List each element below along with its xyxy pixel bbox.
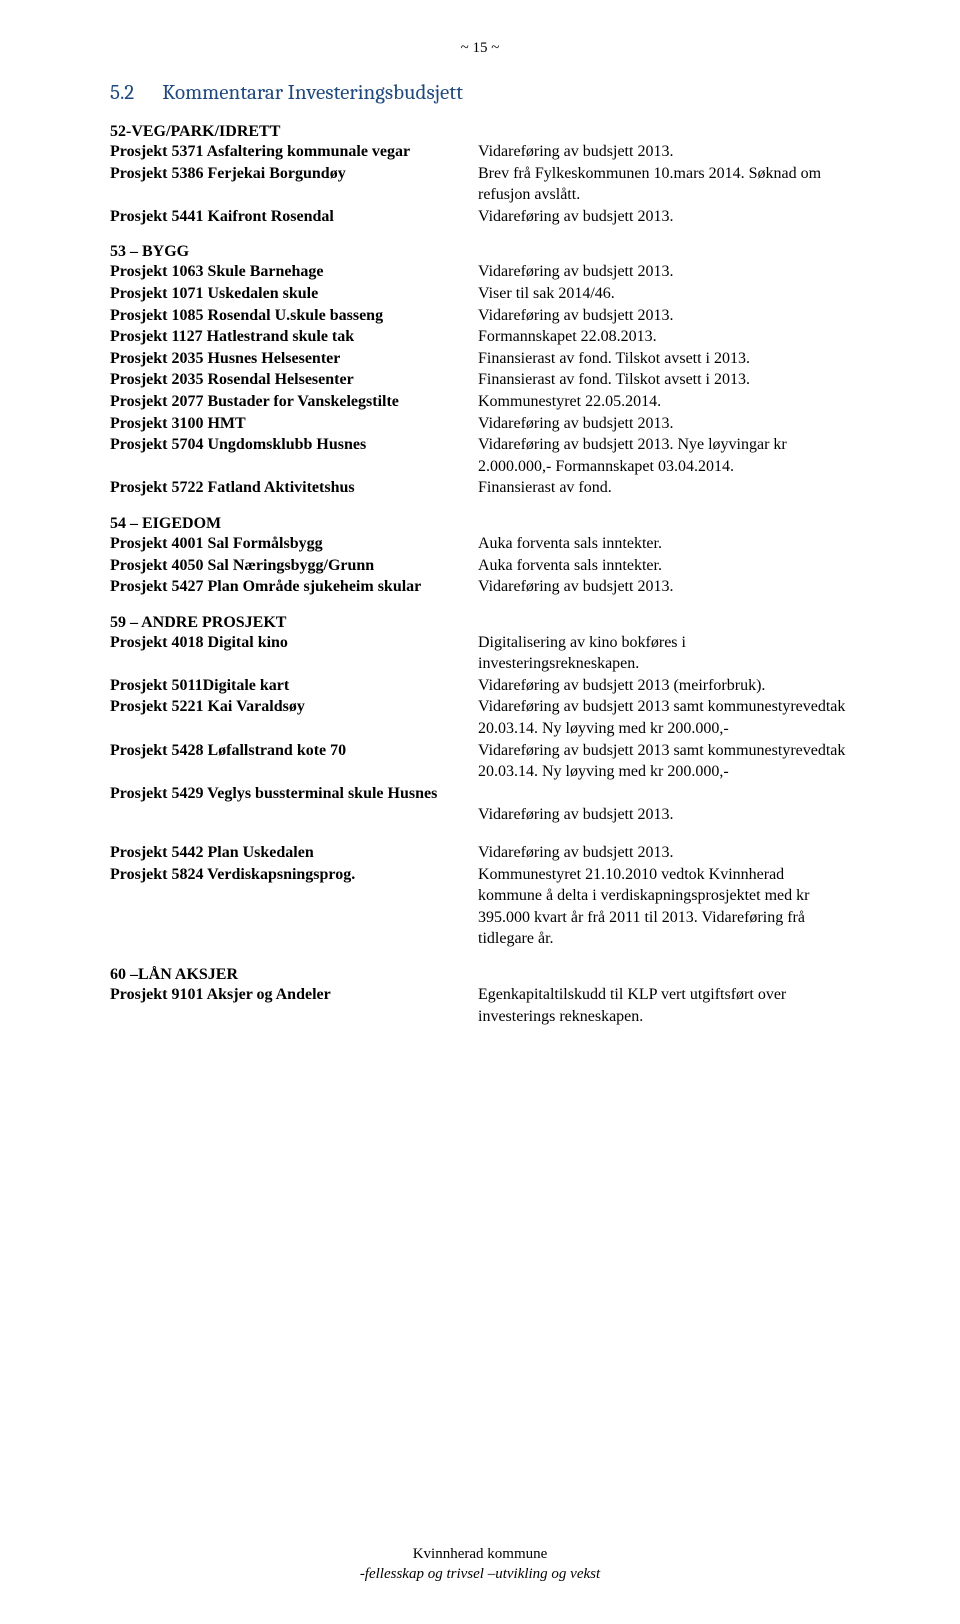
heading-title: Kommentarar Investeringsbudsjett <box>162 81 463 105</box>
entry-right: Finansierast av fond. Tilskot avsett i 2… <box>478 348 850 370</box>
entry-right: Kommunestyret 21.10.2010 vedtok Kvinnher… <box>478 864 850 950</box>
content-block: 54 – EIGEDOMProsjekt 4001 Sal Formålsbyg… <box>110 515 850 598</box>
page-container: ~ 15 ~ 5.2 Kommentarar Investeringsbudsje… <box>0 0 960 1624</box>
entry-row: Prosjekt 5221 Kai VaraldsøyVidareføring … <box>110 696 850 739</box>
entry-row: Prosjekt 5427 Plan Område sjukeheim skul… <box>110 576 850 598</box>
entry-right: Vidareføring av budsjett 2013. <box>478 305 850 327</box>
content-block: 59 – ANDRE PROSJEKTProsjekt 4018 Digital… <box>110 614 850 826</box>
entry-right: Kommunestyret 22.05.2014. <box>478 391 850 413</box>
group-label: 59 – ANDRE PROSJEKT <box>110 614 850 632</box>
entry-right: Vidareføring av budsjett 2013 samt kommu… <box>478 740 850 783</box>
entry-left: Prosjekt 1063 Skule Barnehage <box>110 261 478 283</box>
content-area: 52-VEG/PARK/IDRETTProsjekt 5371 Asfalter… <box>110 123 850 1027</box>
footer-line2: -fellesskap og trivsel –utvikling og vek… <box>0 1565 960 1585</box>
entry-left: Prosjekt 5722 Fatland Aktivitetshus <box>110 477 478 499</box>
entry-row: Vidareføring av budsjett 2013. <box>110 804 850 826</box>
entry-right: Finansierast av fond. Tilskot avsett i 2… <box>478 369 850 391</box>
entry-row: Prosjekt 1071 Uskedalen skuleViser til s… <box>110 283 850 305</box>
content-block: 53 – BYGGProsjekt 1063 Skule BarnehageVi… <box>110 243 850 499</box>
entry-right: Vidareføring av budsjett 2013. <box>478 413 850 435</box>
entry-right: Viser til sak 2014/46. <box>478 283 850 305</box>
entry-left: Prosjekt 1071 Uskedalen skule <box>110 283 478 305</box>
entry-left: Prosjekt 4050 Sal Næringsbygg/Grunn <box>110 555 478 577</box>
entry-left: Prosjekt 5428 Løfallstrand kote 70 <box>110 740 478 762</box>
content-block: Prosjekt 5442 Plan UskedalenVidareføring… <box>110 842 850 950</box>
entry-row: Prosjekt 1063 Skule BarnehageVidareførin… <box>110 261 850 283</box>
entry-row: Prosjekt 5429 Veglys bussterminal skule … <box>110 783 850 805</box>
entry-left: Prosjekt 5704 Ungdomsklubb Husnes <box>110 434 478 456</box>
group-label: 60 –LÅN AKSJER <box>110 966 850 984</box>
entry-left: Prosjekt 1085 Rosendal U.skule basseng <box>110 305 478 327</box>
entry-row: Prosjekt 1085 Rosendal U.skule bassengVi… <box>110 305 850 327</box>
entry-left: Prosjekt 2035 Rosendal Helsesenter <box>110 369 478 391</box>
entry-left: Prosjekt 5011Digitale kart <box>110 675 478 697</box>
entry-left: Prosjekt 2077 Bustader for Vanskelegstil… <box>110 391 478 413</box>
entry-row: Prosjekt 4018 Digital kinoDigitalisering… <box>110 632 850 675</box>
footer-line1: Kvinnherad kommune <box>0 1545 960 1565</box>
entry-row: Prosjekt 5441 Kaifront RosendalVidarefør… <box>110 206 850 228</box>
entry-row: Prosjekt 1127 Hatlestrand skule takForma… <box>110 326 850 348</box>
entry-right: Egenkapitaltilskudd til KLP vert utgifts… <box>478 984 850 1027</box>
entry-left: Prosjekt 5429 Veglys bussterminal skule … <box>110 783 478 805</box>
entry-row: Prosjekt 5722 Fatland AktivitetshusFinan… <box>110 477 850 499</box>
entry-row: Prosjekt 4050 Sal Næringsbygg/GrunnAuka … <box>110 555 850 577</box>
entry-left: Prosjekt 4001 Sal Formålsbygg <box>110 533 478 555</box>
entry-row: Prosjekt 5442 Plan UskedalenVidareføring… <box>110 842 850 864</box>
entry-left: Prosjekt 2035 Husnes Helsesenter <box>110 348 478 370</box>
entry-left: Prosjekt 5427 Plan Område sjukeheim skul… <box>110 576 478 598</box>
page-footer: Kvinnherad kommune -fellesskap og trivse… <box>0 1545 960 1584</box>
entry-left: Prosjekt 5386 Ferjekai Borgundøy <box>110 163 478 185</box>
entry-right: Formannskapet 22.08.2013. <box>478 326 850 348</box>
page-number: ~ 15 ~ <box>110 40 850 57</box>
entry-right: Brev frå Fylkeskommunen 10.mars 2014. Sø… <box>478 163 850 206</box>
entry-row: Prosjekt 5011Digitale kartVidareføring a… <box>110 675 850 697</box>
entry-left: Prosjekt 5824 Verdiskapsningsprog. <box>110 864 478 886</box>
entry-right: Vidareføring av budsjett 2013 (meirforbr… <box>478 675 850 697</box>
entry-left: Prosjekt 5371 Asfaltering kommunale vega… <box>110 141 478 163</box>
entry-left: Prosjekt 5221 Kai Varaldsøy <box>110 696 478 718</box>
entry-row: Prosjekt 5428 Løfallstrand kote 70Vidare… <box>110 740 850 783</box>
entry-row: Prosjekt 9101 Aksjer og AndelerEgenkapit… <box>110 984 850 1027</box>
heading-number: 5.2 <box>110 81 134 105</box>
entry-left: Prosjekt 4018 Digital kino <box>110 632 478 654</box>
entry-row: Prosjekt 5386 Ferjekai BorgundøyBrev frå… <box>110 163 850 206</box>
entry-row: Prosjekt 2035 Rosendal HelsesenterFinans… <box>110 369 850 391</box>
entry-right: Vidareføring av budsjett 2013. <box>478 261 850 283</box>
entry-right: Finansierast av fond. <box>478 477 850 499</box>
entry-row: Prosjekt 5824 Verdiskapsningsprog.Kommun… <box>110 864 850 950</box>
entry-right: Vidareføring av budsjett 2013. Nye løyvi… <box>478 434 850 477</box>
entry-row: Prosjekt 5371 Asfaltering kommunale vega… <box>110 141 850 163</box>
entry-row: Prosjekt 4001 Sal FormålsbyggAuka forven… <box>110 533 850 555</box>
entry-row: Prosjekt 2077 Bustader for Vanskelegstil… <box>110 391 850 413</box>
entry-right: Vidareføring av budsjett 2013. <box>478 206 850 228</box>
entry-right: Vidareføring av budsjett 2013. <box>478 842 850 864</box>
section-heading: 5.2 Kommentarar Investeringsbudsjett <box>110 81 850 105</box>
entry-row: Prosjekt 2035 Husnes HelsesenterFinansie… <box>110 348 850 370</box>
group-label: 53 – BYGG <box>110 243 850 261</box>
group-label: 52-VEG/PARK/IDRETT <box>110 123 850 141</box>
entry-left: Prosjekt 9101 Aksjer og Andeler <box>110 984 478 1006</box>
entry-right: Vidareføring av budsjett 2013 samt kommu… <box>478 696 850 739</box>
content-block: 60 –LÅN AKSJERProsjekt 9101 Aksjer og An… <box>110 966 850 1027</box>
entry-right: Vidareføring av budsjett 2013. <box>478 576 850 598</box>
entry-left: Prosjekt 3100 HMT <box>110 413 478 435</box>
entry-right: Auka forventa sals inntekter. <box>478 533 850 555</box>
entry-row: Prosjekt 5704 Ungdomsklubb HusnesVidaref… <box>110 434 850 477</box>
entry-right: Vidareføring av budsjett 2013. <box>478 141 850 163</box>
entry-right: Vidareføring av budsjett 2013. <box>478 804 850 826</box>
entry-row: Prosjekt 3100 HMTVidareføring av budsjet… <box>110 413 850 435</box>
entry-left: Prosjekt 5442 Plan Uskedalen <box>110 842 478 864</box>
entry-left: Prosjekt 5441 Kaifront Rosendal <box>110 206 478 228</box>
entry-right: Auka forventa sals inntekter. <box>478 555 850 577</box>
group-label: 54 – EIGEDOM <box>110 515 850 533</box>
content-block: 52-VEG/PARK/IDRETTProsjekt 5371 Asfalter… <box>110 123 850 227</box>
entry-left: Prosjekt 1127 Hatlestrand skule tak <box>110 326 478 348</box>
entry-right: Digitalisering av kino bokføres i invest… <box>478 632 850 675</box>
